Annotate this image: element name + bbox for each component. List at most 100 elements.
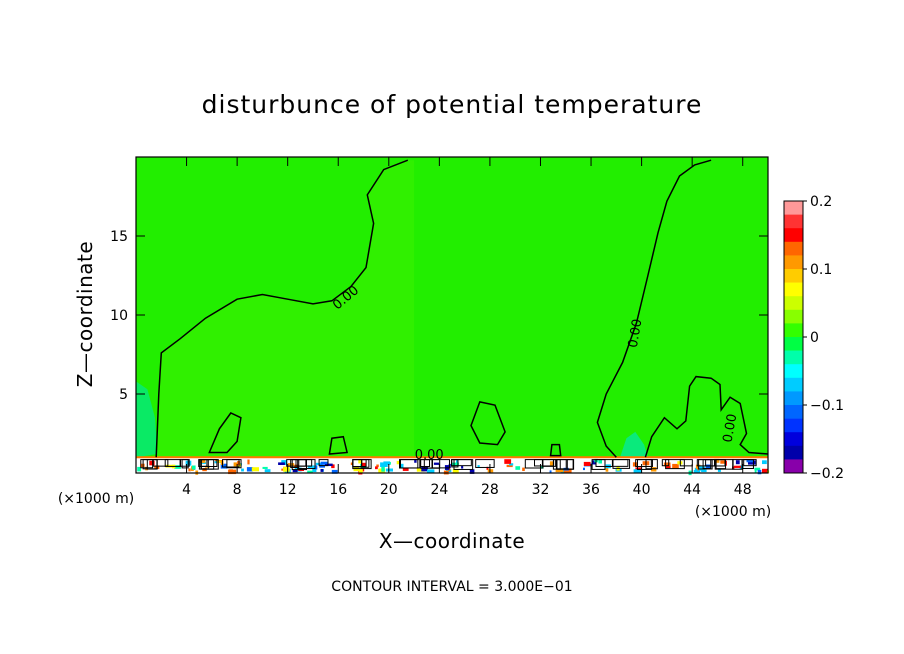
surface-noise-cell xyxy=(137,466,142,472)
surface-contour-loop xyxy=(200,459,215,470)
surface-noise-cell xyxy=(469,469,475,474)
x-tick-label: 8 xyxy=(233,482,242,498)
surface-noise-cell xyxy=(757,469,762,475)
surface-contour-loop xyxy=(142,459,158,470)
surface-noise-cell xyxy=(149,460,155,466)
surface-noise-cell xyxy=(140,463,145,468)
surface-noise-cell xyxy=(515,466,521,470)
colorbar-swatch xyxy=(784,459,803,474)
surface-noise-cell xyxy=(746,459,754,463)
contour-value-label: 0.00 xyxy=(626,318,646,349)
colorbar-tick-label: −0.1 xyxy=(810,398,844,414)
contour-fill-negative-mid xyxy=(620,431,648,458)
surface-noise-cell xyxy=(427,469,435,473)
colorbar-swatch xyxy=(784,214,803,229)
colorbar-swatch xyxy=(784,364,803,379)
surface-noise-cell xyxy=(174,465,181,469)
surface-noise-cell xyxy=(735,460,740,465)
surface-noise-cell xyxy=(694,467,700,472)
contour-loop-x33 xyxy=(549,443,562,457)
surface-noise-cell xyxy=(549,461,553,466)
surface-noise-cell xyxy=(251,467,259,472)
surface-contour-loop xyxy=(705,459,726,467)
surface-noise-cell xyxy=(506,464,513,468)
colorbar-swatch xyxy=(784,296,803,311)
surface-noise-cell xyxy=(504,459,512,464)
surface-contour-loop xyxy=(595,459,613,467)
x-tick-label: 32 xyxy=(532,482,550,498)
colorbar-tick-label: 0.2 xyxy=(810,194,832,210)
surface-contour-loop xyxy=(566,459,575,470)
colorbar-swatch xyxy=(784,337,803,351)
contour-loop-x8 xyxy=(208,412,242,454)
surface-noise-cell xyxy=(320,469,324,472)
surface-noise-cell xyxy=(591,460,597,465)
surface-noise-cell xyxy=(324,463,333,467)
surface-noise-cell xyxy=(754,467,761,471)
surface-noise-cell xyxy=(651,467,657,472)
surface-noise-cell xyxy=(198,459,206,463)
surface-contour-loop xyxy=(679,459,693,467)
surface-noise-cell xyxy=(433,462,440,465)
colorbar-swatch xyxy=(784,241,803,256)
surface-noise-cell xyxy=(264,469,271,473)
x-unit-label-right: (×1000 m) xyxy=(695,504,771,520)
surface-noise-cell xyxy=(331,464,335,469)
surface-noise-cell xyxy=(241,468,244,472)
surface-noise-cell xyxy=(762,468,769,473)
surface-noise-cell xyxy=(396,460,401,465)
surface-contour-loop xyxy=(665,459,685,470)
x-tick-label: 44 xyxy=(683,482,701,498)
surface-noise-cell xyxy=(477,465,480,468)
x-tick-label: 28 xyxy=(481,482,499,498)
surface-noise-cell xyxy=(549,470,552,473)
surface-contour-loop xyxy=(475,459,495,468)
colorbar-swatch xyxy=(784,201,803,215)
surface-noise-cell xyxy=(522,467,525,472)
surface-noise-cell xyxy=(307,465,316,468)
surface-noise-cell xyxy=(312,467,317,473)
surface-noise-cell xyxy=(358,459,363,464)
x-tick-label: 16 xyxy=(329,482,347,498)
surface-noise-cell xyxy=(402,467,409,471)
surface-noise-cell xyxy=(220,463,228,469)
colorbar-tick-label: −0.2 xyxy=(810,466,844,482)
surface-contour-loop xyxy=(226,459,242,469)
surface-noise-cell xyxy=(583,467,585,471)
y-tick-label: 5 xyxy=(119,387,128,403)
surface-noise-cell xyxy=(672,463,679,469)
colorbar-swatch xyxy=(784,432,803,447)
surface-noise-cell xyxy=(191,465,196,470)
x-tick-label: 20 xyxy=(380,482,398,498)
contour-fill-region xyxy=(136,160,415,458)
contour-interval-text: CONTOUR INTERVAL = 3.000E−01 xyxy=(331,579,572,595)
x-tick-label: 4 xyxy=(182,482,191,498)
surface-noise-cell xyxy=(380,462,388,468)
surface-noise-cell xyxy=(216,460,223,463)
surface-noise-cell xyxy=(487,469,494,473)
surface-noise-cell xyxy=(720,460,725,464)
surface-noise-cell xyxy=(188,468,191,472)
contour-line-zero-right xyxy=(596,159,712,458)
surface-noise-cell xyxy=(315,465,318,470)
surface-noise-cell xyxy=(416,468,425,472)
surface-noise-cell xyxy=(350,462,354,466)
surface-noise-cell xyxy=(320,461,329,464)
surface-noise-cell xyxy=(451,462,459,466)
colorbar-swatch xyxy=(784,418,803,433)
surface-noise-cell xyxy=(400,463,404,468)
x-tick-label: 36 xyxy=(582,482,600,498)
surface-noise-cell xyxy=(717,468,721,472)
x-unit-label-left: (×1000 m) xyxy=(58,491,134,507)
colorbar-swatch xyxy=(784,350,803,365)
x-tick-label: 48 xyxy=(734,482,752,498)
surface-noise-cell xyxy=(461,466,464,469)
surface-noise-cell xyxy=(452,468,459,474)
surface-noise-cell xyxy=(307,470,313,474)
surface-contour-loop xyxy=(696,459,716,467)
surface-noise-cell xyxy=(292,469,298,473)
surface-noise-cell xyxy=(361,462,366,468)
surface-noise-cell xyxy=(331,469,338,474)
